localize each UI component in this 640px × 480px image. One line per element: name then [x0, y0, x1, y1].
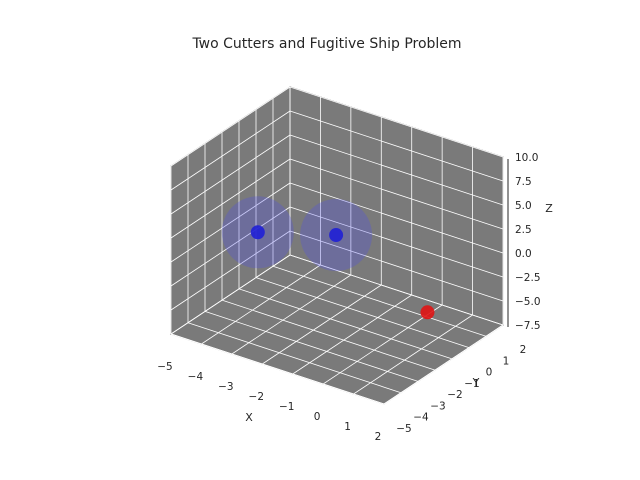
y-tick-label: −4	[413, 412, 429, 424]
z-tick-label: 2.5	[515, 224, 532, 236]
z-tick-label: 0.0	[515, 248, 532, 260]
data-points	[221, 196, 435, 320]
x-tick-label: −4	[188, 371, 204, 383]
grid-line-y	[187, 322, 402, 394]
grid-line-y	[221, 299, 436, 371]
grid-line-z	[170, 206, 291, 287]
y-tick-label: −2	[447, 389, 462, 401]
grid-line-z	[170, 230, 291, 311]
grid-line-z	[170, 86, 291, 167]
y-tick-label: −1	[464, 378, 479, 390]
grid-line-z	[170, 134, 291, 215]
x-axis-line	[170, 333, 385, 405]
z-tick-label: 5.0	[515, 200, 532, 212]
grid-line-x	[322, 304, 443, 385]
x-tick-label: 2	[375, 431, 382, 443]
z-tick-label: 7.5	[515, 176, 532, 188]
y-axis-line	[383, 324, 504, 405]
grid-line-z	[170, 158, 291, 239]
z-tick-label: −7.5	[515, 320, 541, 332]
x-tick-label: −3	[218, 381, 233, 393]
y-tick-label: 0	[486, 367, 493, 379]
grid-line-z	[289, 158, 504, 230]
y-tick-label: 2	[520, 344, 527, 356]
grid-line-x	[201, 264, 321, 345]
x-tick-label: −1	[279, 401, 294, 413]
grid-line-z	[289, 230, 504, 302]
x-tick-label: −2	[249, 391, 264, 403]
z-tick-label: −2.5	[515, 272, 541, 284]
y-tick-labels: −5−4−3−2−1 012	[396, 344, 526, 435]
grid-line-z	[289, 182, 504, 254]
grid-line-z	[289, 134, 504, 206]
z-tick-labels: −7.5 −5.0 −2.5 0.0 2.5 5.0 7.5 10.0	[515, 152, 541, 332]
y-tick-label: −5	[396, 423, 411, 435]
grid-line-z	[289, 206, 504, 278]
grid-line-x	[353, 314, 473, 395]
grid-line-z	[289, 110, 504, 182]
y-tick-label: 1	[503, 355, 510, 367]
grid-line-y	[238, 288, 453, 360]
grid-line-y	[204, 311, 419, 382]
grid-line-z	[289, 254, 504, 326]
x-tick-label: 0	[314, 411, 321, 423]
grid-line-y	[272, 265, 487, 337]
z-axis-label: Z	[545, 202, 553, 215]
grid-line-z	[289, 86, 504, 158]
grid-line-x	[231, 274, 352, 355]
y-tick-label: −3	[430, 400, 445, 412]
grid-line-y	[255, 277, 470, 348]
grid-line-z	[170, 254, 291, 335]
z-tick-label: 10.0	[515, 152, 538, 164]
grid-lines	[170, 86, 504, 405]
grid-line-x	[262, 284, 382, 365]
chart-title: Two Cutters and Fugitive Ship Problem	[191, 36, 461, 52]
axis-lines	[170, 159, 509, 405]
x-tick-label: −5	[157, 361, 172, 373]
cutter-point	[250, 225, 265, 240]
x-tick-labels: −5 −4 −3 −2 −1 0 1 2	[157, 361, 381, 443]
x-tick-label: 1	[344, 421, 351, 433]
y-axis-label: Y	[472, 376, 480, 389]
fugitive-ship-point	[420, 305, 435, 320]
axis-panes	[169, 86, 505, 405]
z-tick-label: −5.0	[515, 296, 541, 308]
grid-line-x	[292, 294, 412, 375]
x-axis-label: X	[245, 411, 253, 424]
cutter-point	[329, 228, 344, 243]
grid-line-z	[170, 182, 291, 263]
grid-line-z	[170, 110, 291, 191]
